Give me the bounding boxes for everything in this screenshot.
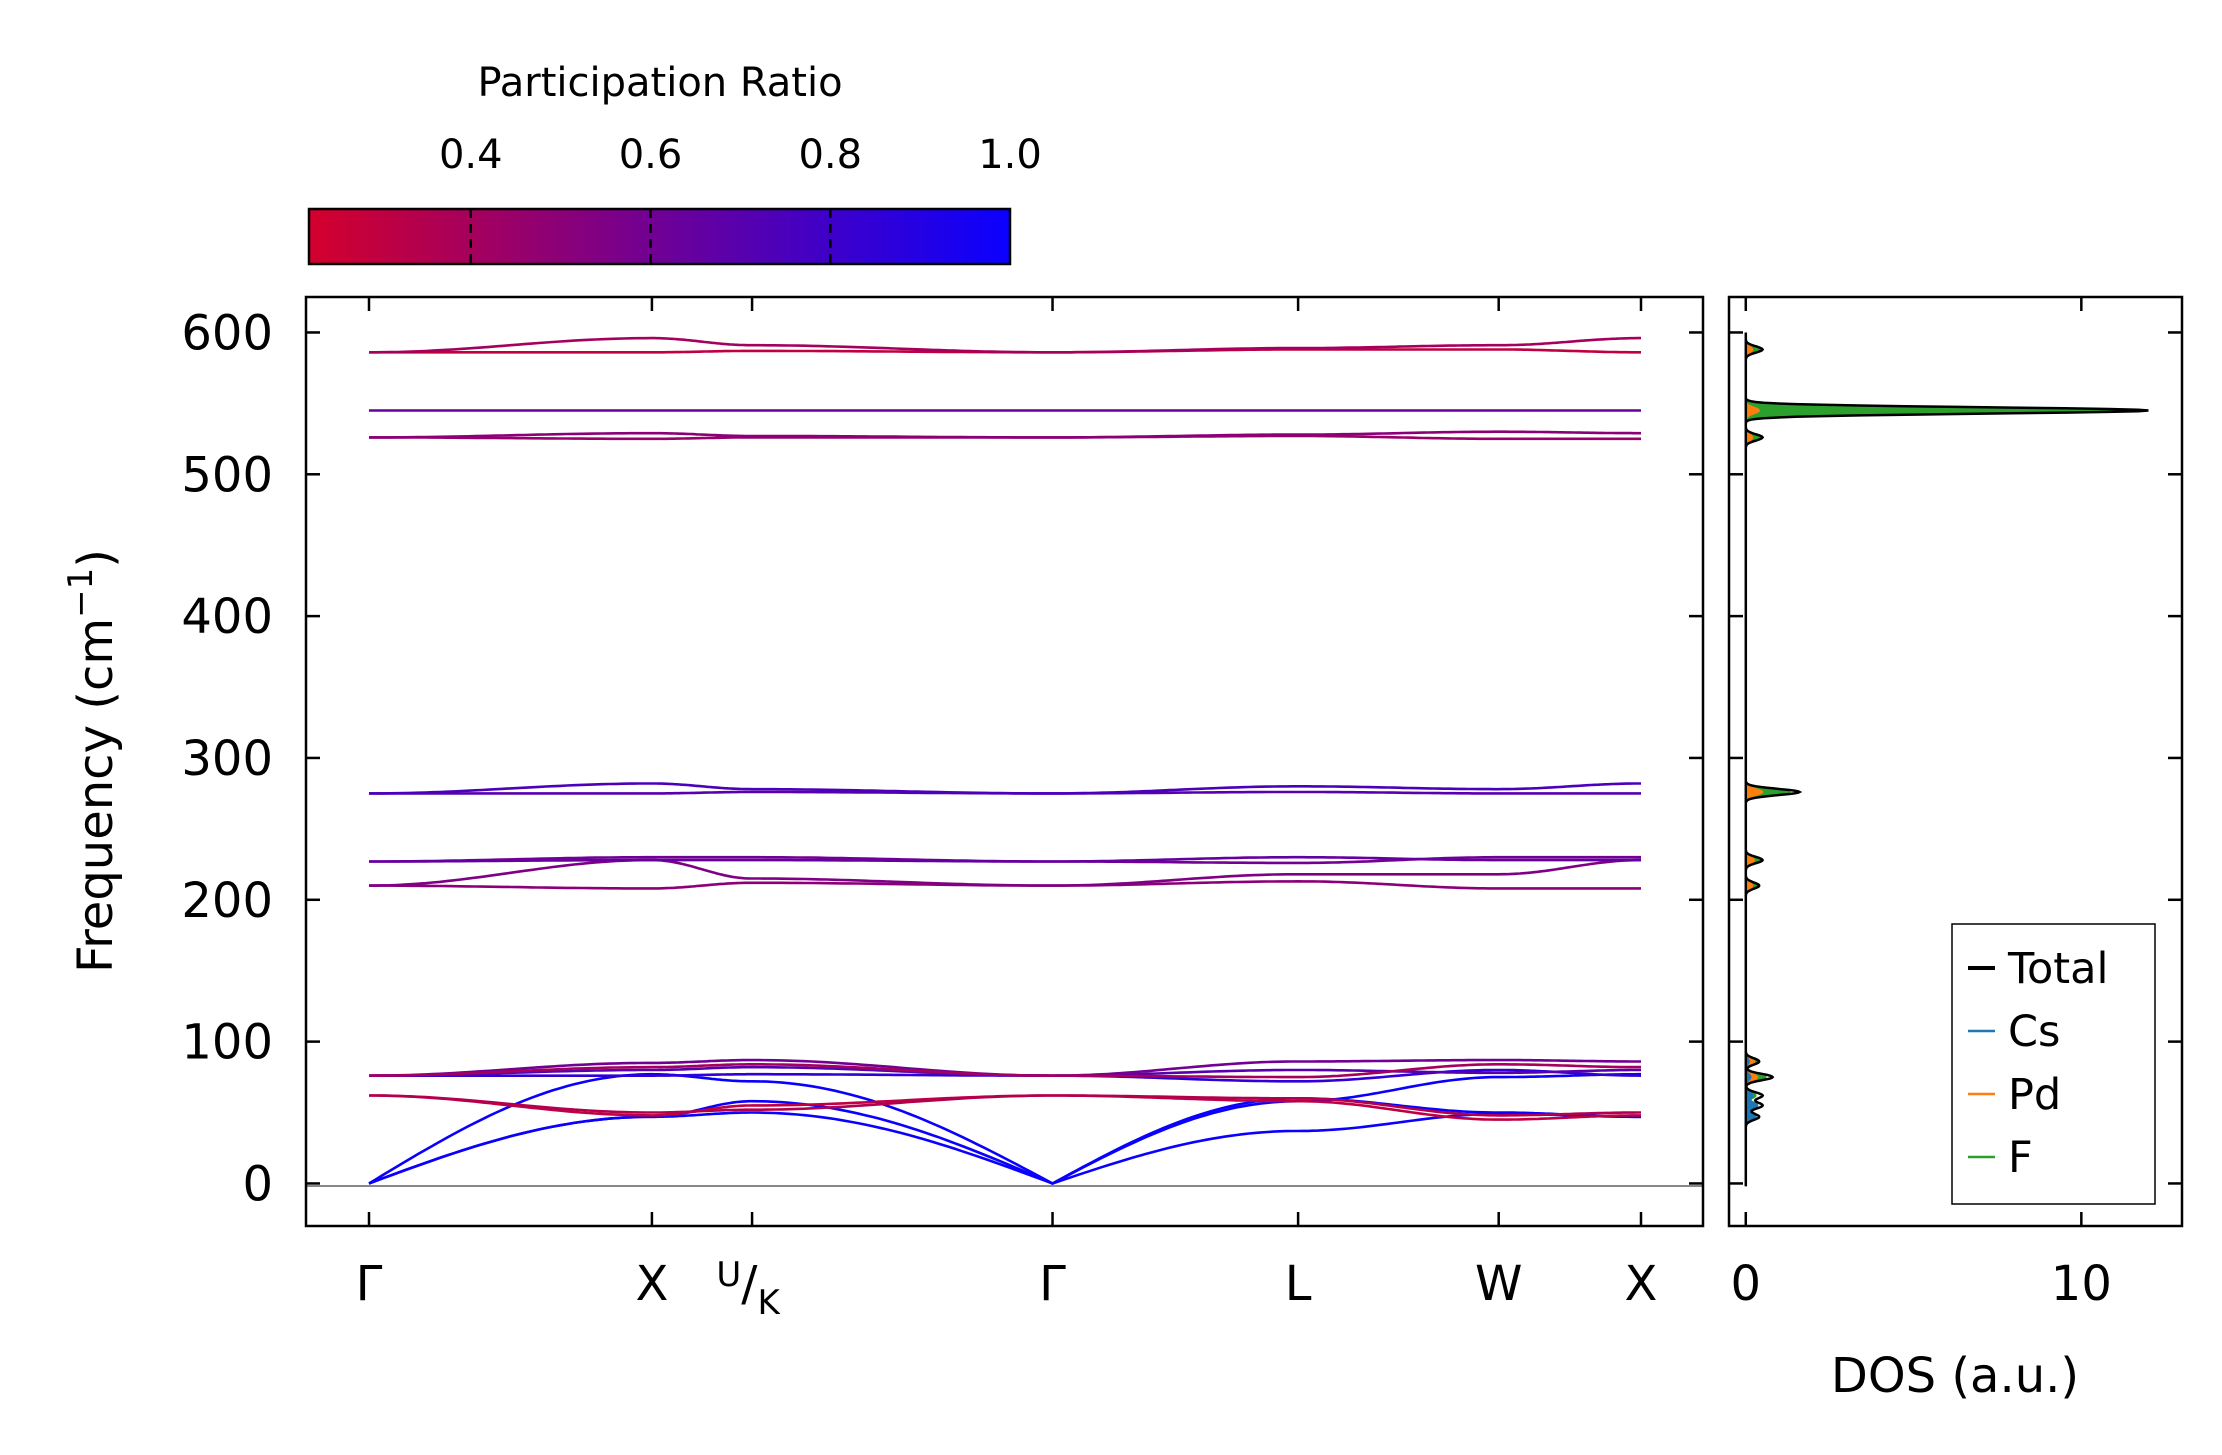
y-tick-label: 300 (181, 731, 273, 787)
band-optical-8 (369, 858, 1641, 887)
dos-y-ticks (1729, 331, 2182, 1185)
x-tick-label-uk: U/K (716, 1255, 781, 1323)
colorbar-tick-label: 0.4 (439, 132, 503, 178)
colorbar-title: Participation Ratio (477, 60, 842, 106)
band-optical-17 (369, 336, 1641, 354)
dos-curve-total (1744, 332, 2149, 1187)
dos-axes-frame (1727, 295, 2184, 1228)
x-tick-label: Γ (356, 1256, 383, 1312)
band-acoustic-TA1 (368, 1111, 1641, 1185)
dos-curves (1744, 332, 2149, 1187)
x-tick-label-u: U (716, 1255, 741, 1295)
dos-legend: Total Cs Pd F (1951, 923, 2156, 1205)
x-tick-label: W (1475, 1256, 1522, 1312)
y-tick-label: 0 (242, 1156, 273, 1212)
colorbar-gradient (307, 207, 1012, 266)
dos-x-axis-title: DOS (a.u.) (1831, 1348, 2079, 1404)
band-structure-panel: 0 100 200 300 400 500 600 Γ X U/K Γ L W X Frequency … (61, 295, 1705, 1323)
x-tick-label: X (635, 1256, 668, 1312)
band-lines (368, 336, 1642, 1185)
y-axis-title-superscript: −1 (61, 568, 101, 618)
band-y-ticks: 0 100 200 300 400 500 600 (181, 305, 1703, 1212)
y-axis-title: Frequency (cm−1) (61, 549, 124, 973)
band-optical-10 (369, 855, 1641, 863)
colorbar-tick-labels: 0.4 0.6 0.8 1.0 (439, 132, 1042, 178)
band-axes-frame (304, 295, 1705, 1228)
dos-x-tick-label: 10 (2051, 1256, 2112, 1312)
band-optical-12 (369, 782, 1641, 795)
x-tick-label: X (1625, 1256, 1658, 1312)
band-optical-2 (369, 1094, 1641, 1117)
band-optical-6 (368, 1063, 1641, 1079)
x-tick-label: Γ (1039, 1256, 1066, 1312)
y-tick-label: 500 (181, 447, 273, 503)
legend-label-f: F (2008, 1133, 2033, 1183)
y-tick-label: 600 (181, 305, 273, 361)
dos-x-tick-label: 0 (1731, 1256, 1762, 1312)
dos-x-ticks: 0 10 (1731, 297, 2112, 1312)
x-tick-label: L (1285, 1256, 1312, 1312)
band-x-ticks: Γ X U/K Γ L W X (356, 297, 1658, 1323)
band-acoustic-LA (368, 1072, 1641, 1185)
y-axis-title-suffix: ) (68, 549, 124, 568)
dos-panel: 0 10 DOS (a.u.) Total Cs Pd F (1727, 295, 2184, 1404)
x-tick-label-k: K (757, 1283, 781, 1323)
colorbar-ticks (469, 209, 832, 264)
colorbar: Participation Ratio 0.4 0.6 0.8 1.0 (307, 60, 1042, 266)
colorbar-tick-label: 1.0 (978, 132, 1042, 178)
y-axis-title-main: Frequency (cm (68, 618, 124, 973)
legend-label-pd: Pd (2008, 1070, 2061, 1120)
legend-items: Total Cs Pd F (1968, 944, 2108, 1183)
y-tick-label: 400 (181, 589, 273, 645)
band-optical-14 (369, 430, 1641, 439)
x-tick-label-slash: / (741, 1256, 758, 1312)
y-tick-label: 200 (181, 873, 273, 929)
colorbar-tick-label: 0.6 (619, 132, 683, 178)
legend-label-total: Total (2007, 944, 2108, 994)
y-tick-label: 100 (181, 1015, 273, 1071)
legend-label-cs: Cs (2008, 1007, 2060, 1057)
colorbar-tick-label: 0.8 (798, 132, 862, 178)
